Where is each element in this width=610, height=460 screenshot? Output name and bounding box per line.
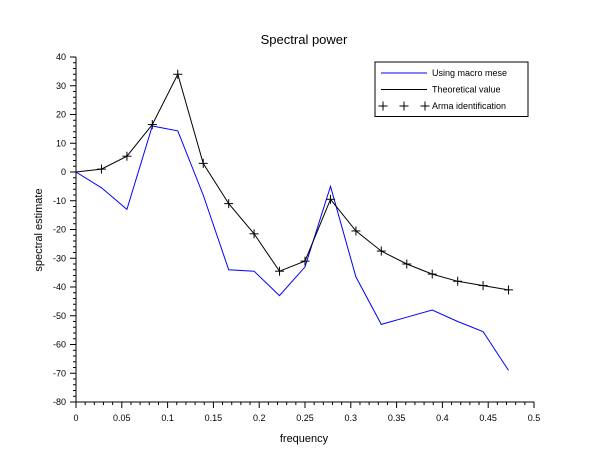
- series-point-arma-identification: [198, 158, 208, 168]
- x-axis-title: frequency: [280, 433, 329, 445]
- series-point-arma-identification: [453, 276, 463, 286]
- series-point-arma-identification: [478, 281, 488, 291]
- y-tick-label: -30: [53, 253, 66, 263]
- y-tick-label: 40: [56, 52, 66, 62]
- series-point-arma-identification: [275, 266, 285, 276]
- x-tick-label: 0.2: [253, 413, 266, 423]
- y-tick-label: 30: [56, 81, 66, 91]
- x-tick-label: 0.05: [113, 413, 131, 423]
- series-point-arma-identification: [376, 246, 386, 256]
- series-point-arma-identification: [402, 259, 412, 269]
- series-point-arma-identification: [147, 120, 157, 130]
- y-tick-label: -60: [53, 340, 66, 350]
- series-point-arma-identification: [504, 285, 514, 295]
- x-tick-label: 0: [73, 413, 78, 423]
- legend-marker-arma-identification: [378, 101, 388, 111]
- series-point-arma-identification: [325, 194, 335, 204]
- plot-area: 0 0.05 0.1 0.15 0.2 0.25 0.3 0.35 0.4 0.45 0.5 -80 -…: [53, 52, 540, 423]
- x-tick-label: 0.35: [388, 413, 406, 423]
- y-tick-label: -50: [53, 311, 66, 321]
- x-tick-label: 0.3: [345, 413, 358, 423]
- legend-label-arma-identification: Arma identification: [432, 101, 506, 111]
- series-point-arma-identification: [224, 199, 234, 209]
- y-axis-title: spectral estimate: [33, 188, 45, 271]
- legend: Using macro mese Theoretical value Arma id…: [374, 61, 529, 117]
- y-tick-label: 20: [56, 110, 66, 120]
- chart-title: Spectral power: [261, 32, 348, 47]
- series-line-using-macro-mese: [75, 125, 509, 371]
- x-tick-label: 0.15: [205, 413, 223, 423]
- x-tick-label: 0.45: [479, 413, 497, 423]
- series-point-arma-identification: [351, 226, 361, 236]
- y-tick-label: -40: [53, 282, 66, 292]
- series-point-arma-identification: [96, 164, 106, 174]
- x-tick-label: 0.1: [161, 413, 174, 423]
- y-tick-label: -20: [53, 225, 66, 235]
- x-tick-label: 0.4: [436, 413, 449, 423]
- y-tick-label: -70: [53, 368, 66, 378]
- series-point-arma-identification: [427, 269, 437, 279]
- legend-marker-arma-identification: [420, 101, 430, 111]
- y-tick-label: 0: [61, 167, 66, 177]
- y-tick-label: -80: [53, 397, 66, 407]
- y-tick-label: -10: [53, 196, 66, 206]
- series-point-arma-identification: [173, 69, 183, 79]
- series-point-arma-identification: [122, 151, 132, 161]
- legend-label-theoretical-value: Theoretical value: [432, 85, 501, 95]
- legend-marker-arma-identification: [399, 101, 409, 111]
- legend-label-using-macro-mese: Using macro mese: [432, 68, 507, 78]
- series-point-arma-identification: [249, 229, 259, 239]
- x-tick-label: 0.5: [528, 413, 541, 423]
- series-line-theoretical-value: [75, 72, 509, 291]
- x-tick-label: 0.25: [296, 413, 314, 423]
- y-tick-label: 10: [56, 138, 66, 148]
- series-point-arma-identification: [300, 256, 310, 266]
